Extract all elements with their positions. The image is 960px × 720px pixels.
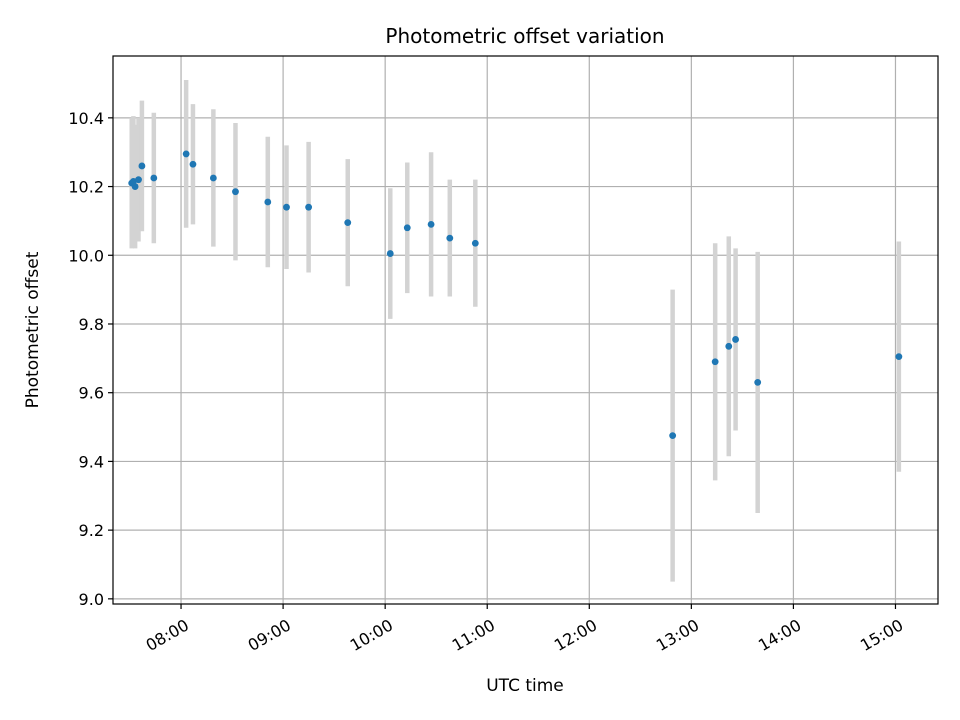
x-tick-label: 15:00 bbox=[857, 615, 906, 655]
x-tick-label: 14:00 bbox=[755, 615, 804, 655]
data-point bbox=[386, 250, 394, 257]
x-tick-label: 12:00 bbox=[551, 615, 600, 655]
chart-title: Photometric offset variation bbox=[385, 24, 664, 48]
grid-layer bbox=[113, 56, 938, 604]
data-point bbox=[209, 174, 217, 182]
plot-frame bbox=[112, 55, 939, 605]
x-axis: 08:00 09:00 10:00 11:00 12:00 13:00 14:00 15:00 bbox=[143, 604, 906, 655]
x-tick-label: 10:00 bbox=[347, 615, 396, 655]
y-tick-label: 9.6 bbox=[79, 384, 104, 403]
data-point bbox=[895, 353, 903, 361]
data-point bbox=[725, 342, 733, 350]
data-point bbox=[135, 176, 142, 184]
data-point bbox=[283, 203, 290, 211]
data-point bbox=[471, 239, 479, 247]
data-point bbox=[131, 183, 139, 190]
data-point bbox=[427, 220, 435, 228]
data-point bbox=[711, 358, 719, 366]
data-point bbox=[150, 174, 158, 182]
x-tick-label: 13:00 bbox=[653, 615, 702, 655]
data-point bbox=[264, 198, 272, 206]
y-tick-label: 9.2 bbox=[79, 521, 104, 540]
y-axis-label: Photometric offset bbox=[23, 251, 43, 408]
data-point bbox=[732, 336, 739, 343]
y-axis: 9.0 9.2 9.4 9.6 9.8 10.0 10.2 10.4 bbox=[68, 109, 113, 609]
data-point bbox=[754, 378, 762, 386]
data-point bbox=[189, 160, 197, 168]
data-point bbox=[305, 203, 313, 211]
data-point bbox=[232, 188, 239, 196]
y-tick-label: 9.0 bbox=[79, 590, 104, 609]
y-tick-label: 10.0 bbox=[68, 246, 104, 265]
x-tick-label: 09:00 bbox=[245, 615, 294, 655]
y-tick-label: 10.2 bbox=[68, 178, 104, 197]
data-point bbox=[130, 178, 137, 185]
y-tick-label: 9.4 bbox=[79, 452, 104, 471]
data-point bbox=[403, 224, 411, 232]
data-point bbox=[669, 432, 677, 440]
point-layer bbox=[128, 150, 903, 440]
data-point bbox=[182, 150, 190, 158]
x-tick-label: 11:00 bbox=[449, 615, 498, 655]
data-point bbox=[446, 234, 454, 242]
x-axis-label: UTC time bbox=[486, 676, 564, 696]
data-point bbox=[344, 219, 352, 227]
y-tick-label: 10.4 bbox=[68, 109, 104, 128]
errorbar-layer bbox=[129, 80, 902, 582]
y-tick-label: 9.8 bbox=[79, 315, 104, 334]
x-tick-label: 08:00 bbox=[143, 615, 192, 655]
data-point bbox=[138, 162, 146, 170]
